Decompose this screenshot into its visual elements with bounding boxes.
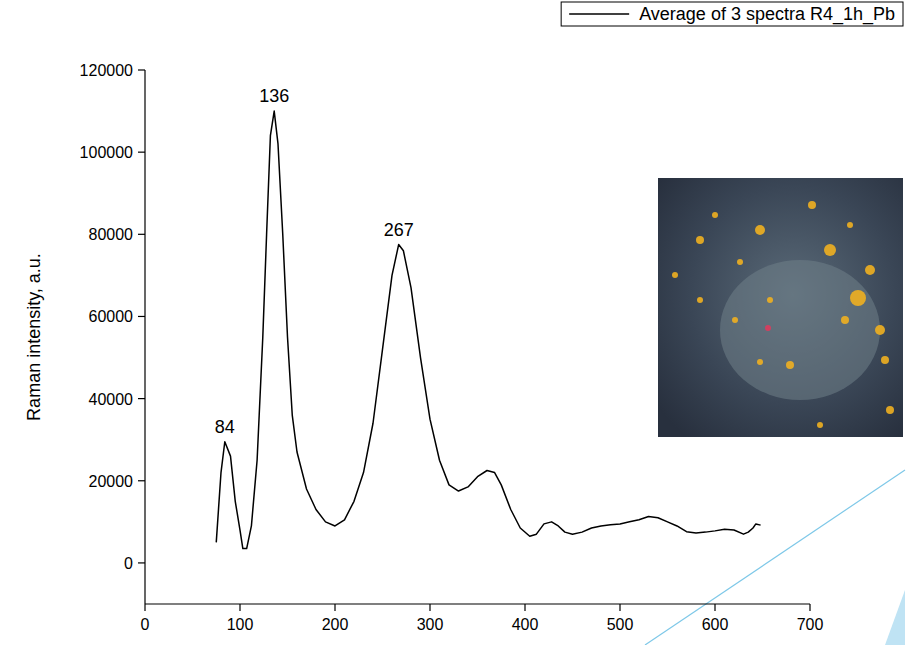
y-tick [138, 69, 145, 70]
x-tick [144, 604, 145, 611]
inset-spot [875, 325, 885, 335]
inset-spot [850, 290, 866, 306]
x-axis [145, 603, 810, 604]
peak-label: 84 [215, 417, 235, 437]
inset-background [658, 178, 903, 437]
y-tick-label: 0 [124, 555, 133, 572]
inset-image [658, 178, 903, 437]
y-tick [138, 152, 145, 153]
x-tick-label: 600 [702, 616, 729, 633]
y-tick-label: 40000 [89, 391, 134, 408]
x-tick [619, 604, 620, 611]
inset-spot [847, 222, 853, 228]
x-tick [239, 604, 240, 611]
x-tick [809, 604, 810, 611]
x-tick-label: 400 [512, 616, 539, 633]
chart: 0 100 200 300 400 500 600 700 0 20000 40000 60000 80… [0, 0, 907, 645]
peak-label: 136 [259, 86, 289, 106]
x-tick-label: 100 [227, 616, 254, 633]
x-tick [334, 604, 335, 611]
x-tick-label: 500 [607, 616, 634, 633]
plot-area [216, 111, 760, 548]
legend: Average of 3 spectra R4_1h_Pb [561, 2, 903, 26]
inset-haze [720, 260, 880, 400]
inset-spot [765, 325, 771, 331]
x-tick-label: 200 [322, 616, 349, 633]
y-tick [138, 234, 145, 235]
inset-spot [767, 297, 773, 303]
x-tick [524, 604, 525, 611]
y-tick [138, 316, 145, 317]
legend-box [561, 2, 903, 26]
inset-spot [808, 201, 816, 209]
x-tick-label: 300 [417, 616, 444, 633]
inset-spot [841, 316, 849, 324]
inset-spot [886, 406, 894, 414]
legend-swatch [569, 13, 629, 15]
inset-spot [755, 225, 765, 235]
y-tick [138, 398, 145, 399]
y-tick-label: 20000 [89, 473, 134, 490]
y-axis [144, 70, 145, 604]
inset-spot [697, 297, 703, 303]
x-tick [714, 604, 715, 611]
inset-spot [817, 422, 823, 428]
inset-spot [672, 272, 678, 278]
x-tick [429, 604, 430, 611]
inset-spot [786, 361, 794, 369]
legend-label: Average of 3 spectra R4_1h_Pb [639, 4, 895, 25]
inset-spot [865, 265, 875, 275]
inset-spot [696, 236, 704, 244]
y-tick-label: 60000 [89, 308, 134, 325]
inset-spot [881, 356, 889, 364]
inset-spot [737, 259, 743, 265]
y-tick [138, 480, 145, 481]
inset-spot [757, 359, 763, 365]
y-tick-label: 120000 [80, 62, 133, 79]
spectrum-line [216, 111, 760, 548]
y-axis-title: Raman intensity, a.u. [24, 253, 44, 421]
inset-spot [732, 317, 738, 323]
x-tick-label: 0 [141, 616, 150, 633]
y-tick [138, 562, 145, 563]
y-tick-label: 80000 [89, 226, 134, 243]
decor-shape [885, 590, 905, 645]
inset-spot [712, 212, 718, 218]
decor-line [645, 470, 905, 645]
peak-label: 267 [384, 220, 414, 240]
inset-spot [824, 244, 836, 256]
x-tick-label: 700 [797, 616, 824, 633]
y-tick-label: 100000 [80, 144, 133, 161]
